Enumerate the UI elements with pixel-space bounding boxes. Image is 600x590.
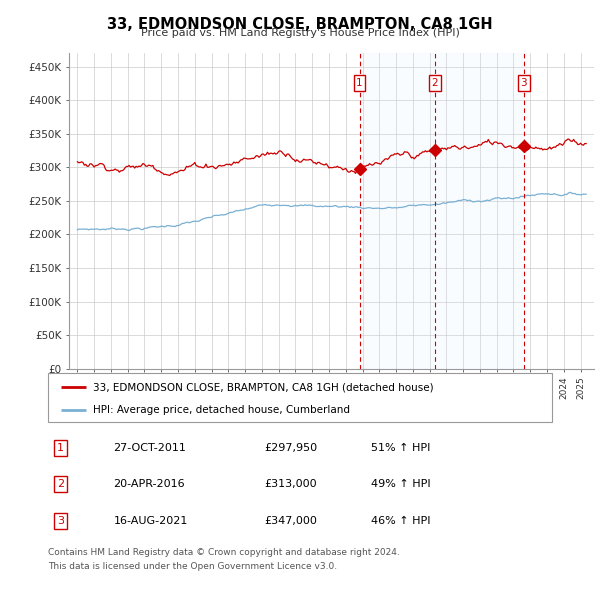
Text: 33, EDMONDSON CLOSE, BRAMPTON, CA8 1GH: 33, EDMONDSON CLOSE, BRAMPTON, CA8 1GH — [107, 17, 493, 31]
Text: Price paid vs. HM Land Registry's House Price Index (HPI): Price paid vs. HM Land Registry's House … — [140, 28, 460, 38]
Text: 3: 3 — [57, 516, 64, 526]
Text: 2: 2 — [431, 78, 438, 88]
Text: This data is licensed under the Open Government Licence v3.0.: This data is licensed under the Open Gov… — [48, 562, 337, 571]
FancyBboxPatch shape — [48, 373, 552, 422]
Text: 33, EDMONDSON CLOSE, BRAMPTON, CA8 1GH (detached house): 33, EDMONDSON CLOSE, BRAMPTON, CA8 1GH (… — [94, 382, 434, 392]
Bar — [359, 53, 524, 369]
Text: 49% ↑ HPI: 49% ↑ HPI — [371, 479, 430, 489]
Text: HPI: Average price, detached house, Cumberland: HPI: Average price, detached house, Cumb… — [94, 405, 350, 415]
Text: £297,950: £297,950 — [265, 443, 318, 453]
Text: 1: 1 — [356, 78, 363, 88]
Text: 3: 3 — [521, 78, 527, 88]
Text: 51% ↑ HPI: 51% ↑ HPI — [371, 443, 430, 453]
Text: 20-APR-2016: 20-APR-2016 — [113, 479, 185, 489]
Text: 27-OCT-2011: 27-OCT-2011 — [113, 443, 187, 453]
Text: 1: 1 — [57, 443, 64, 453]
Text: Contains HM Land Registry data © Crown copyright and database right 2024.: Contains HM Land Registry data © Crown c… — [48, 548, 400, 556]
Text: £313,000: £313,000 — [265, 479, 317, 489]
Text: 16-AUG-2021: 16-AUG-2021 — [113, 516, 188, 526]
Text: 2: 2 — [57, 479, 64, 489]
Text: £347,000: £347,000 — [265, 516, 317, 526]
Text: 46% ↑ HPI: 46% ↑ HPI — [371, 516, 430, 526]
